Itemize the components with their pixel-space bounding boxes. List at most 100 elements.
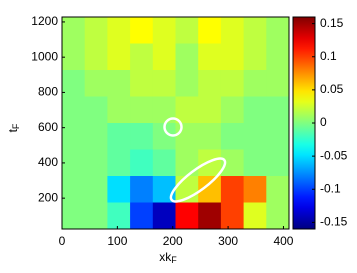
heatmap-cell: [130, 96, 154, 124]
heatmap-cell: [266, 149, 290, 177]
heatmap-cell: [107, 123, 131, 150]
heatmap-cell: [152, 70, 176, 97]
x-axis-label: xkF: [159, 250, 177, 265]
heatmap-cell: [152, 17, 176, 44]
heatmap-cell: [198, 17, 222, 44]
heatmap-cell: [175, 17, 199, 44]
heatmap-cell: [243, 70, 267, 97]
heatmap-cell: [175, 43, 199, 71]
heatmap-cell: [266, 96, 290, 124]
heatmap-cell: [130, 202, 154, 230]
heatmap-cell: [62, 70, 86, 97]
heatmap-cell: [152, 96, 176, 124]
plot-frame: [61, 16, 290, 230]
y-tick-label: 600: [38, 120, 58, 134]
heatmap-cell: [266, 176, 290, 203]
x-tick-label: 400: [273, 234, 293, 248]
heatmap-cell: [84, 17, 108, 44]
heatmap-cell: [266, 70, 290, 97]
heatmap-cell: [107, 96, 131, 124]
x-tick-label: 0: [59, 234, 66, 248]
heatmap-cell: [130, 70, 154, 97]
heatmap-cell: [62, 176, 86, 203]
colorbar-tick-label: 0.05: [320, 82, 344, 96]
heatmap-cell: [175, 96, 199, 124]
heatmap-cell: [107, 176, 131, 203]
heatmap-cell: [243, 17, 267, 44]
heatmap-cell: [62, 123, 86, 150]
heatmap-cell: [130, 149, 154, 177]
y-tick-label: 1000: [31, 49, 58, 63]
heatmap-cell: [107, 149, 131, 177]
heatmap-cell: [62, 43, 86, 71]
heatmap-cell: [152, 43, 176, 71]
heatmap-cell: [62, 17, 86, 44]
heatmap-cell: [84, 176, 108, 203]
x-label-sub: F: [171, 255, 177, 265]
heatmap-cell: [175, 202, 199, 230]
colorbar-tick-label: 0.1: [320, 49, 337, 63]
y-label-sub: F: [11, 123, 21, 129]
heatmap-cell: [175, 149, 199, 177]
heatmap-cell: [198, 176, 222, 203]
heatmap-cell: [84, 43, 108, 71]
y-tick-label: 400: [38, 155, 58, 169]
heatmap-cell: [243, 202, 267, 230]
heatmap-cell: [84, 149, 108, 177]
y-label-main: t: [6, 128, 20, 132]
heatmap-cell: [243, 43, 267, 71]
heatmap-cell: [84, 202, 108, 230]
heatmap-cell: [198, 123, 222, 150]
heatmap-cell: [84, 123, 108, 150]
x-tick-label: 300: [218, 234, 238, 248]
x-tick-label: 100: [107, 234, 127, 248]
heatmap-cell: [266, 43, 290, 71]
annotation-circle: [163, 117, 183, 137]
heatmap-cell: [220, 123, 245, 150]
colorbar-tick-label: -0.05: [320, 148, 348, 162]
heatmap-cell: [243, 176, 267, 203]
heatmap-cell: [243, 123, 267, 150]
x-label-main: xk: [159, 250, 172, 264]
y-axis-label: tF: [6, 123, 21, 132]
colorbar-tick-label: -0.15: [320, 215, 348, 229]
heatmap-cell: [220, 70, 245, 97]
heatmap-cell: [220, 17, 245, 44]
heatmap-cell: [243, 149, 267, 177]
heatmap-cell: [175, 70, 199, 97]
heatmap-cell: [198, 43, 222, 71]
heatmap-cell: [107, 43, 131, 71]
colorbar: [292, 16, 316, 230]
colorbar-tick-label: 0: [320, 115, 327, 129]
heatmap-cell: [152, 123, 176, 150]
heatmap-cell: [62, 202, 86, 230]
colorbar-tick-label: 0.15: [320, 16, 344, 30]
heatmap-cell: [220, 202, 245, 230]
heatmap-cell: [198, 70, 222, 97]
heatmap-cell: [198, 149, 222, 177]
y-tick-label: 200: [38, 190, 58, 204]
heatmap-cell: [152, 149, 176, 177]
y-tick-label: 1200: [31, 14, 58, 28]
heatmap-cell: [266, 17, 290, 44]
heatmap-cell: [243, 96, 267, 124]
heatmap-cell: [130, 123, 154, 150]
heatmap-cell: [107, 17, 131, 44]
heatmap-cell: [84, 70, 108, 97]
heatmap-cell: [266, 123, 290, 150]
heatmap-cell: [130, 17, 154, 44]
y-tick-label: 800: [38, 85, 58, 99]
heatmap: [62, 17, 290, 230]
heatmap-cell: [130, 43, 154, 71]
heatmap-cell: [130, 176, 154, 203]
heatmap-cell: [198, 202, 222, 230]
heatmap-cell: [107, 70, 131, 97]
annotation-ellipse: [169, 157, 227, 203]
heatmap-cell: [152, 202, 176, 230]
colorbar-tick-label: -0.1: [320, 181, 341, 195]
heatmap-cell: [220, 96, 245, 124]
heatmap-cell: [62, 149, 86, 177]
heatmap-cell: [175, 123, 199, 150]
heatmap-cell: [62, 96, 86, 124]
